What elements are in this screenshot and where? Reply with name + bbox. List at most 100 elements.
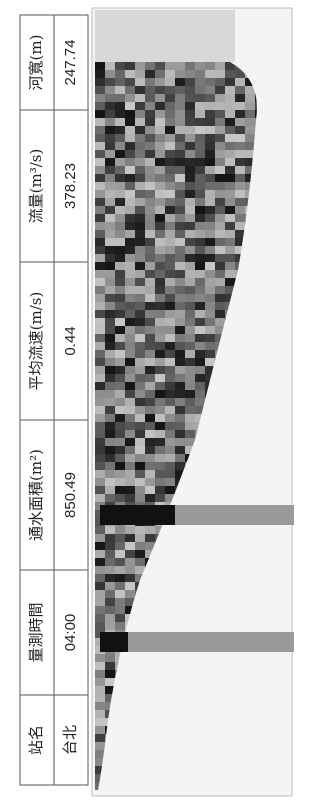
mosaic-cell bbox=[115, 574, 125, 582]
mosaic-cell bbox=[95, 686, 105, 694]
mosaic-cell bbox=[95, 670, 105, 678]
mosaic-cell bbox=[125, 430, 135, 438]
header-cell: 站名 bbox=[27, 725, 45, 755]
mosaic-cell bbox=[245, 118, 255, 126]
mosaic-cell bbox=[145, 406, 155, 414]
mosaic-cell bbox=[115, 302, 125, 310]
mosaic-cell bbox=[165, 278, 175, 286]
mosaic-cell bbox=[235, 118, 245, 126]
mosaic-cell bbox=[95, 278, 105, 286]
mosaic-cell bbox=[175, 334, 185, 342]
mosaic-cell bbox=[205, 78, 215, 86]
mosaic-cell bbox=[145, 390, 155, 398]
mosaic-cell bbox=[95, 574, 105, 582]
mosaic-cell bbox=[115, 166, 125, 174]
mosaic-cell bbox=[125, 78, 135, 86]
mosaic-cell bbox=[105, 374, 115, 382]
mosaic-cell bbox=[105, 150, 115, 158]
mosaic-cell bbox=[165, 78, 175, 86]
mosaic-cell bbox=[165, 86, 175, 94]
mosaic-cell bbox=[95, 262, 105, 270]
mosaic-cell bbox=[245, 110, 255, 118]
mosaic-cell bbox=[175, 78, 185, 86]
mosaic-cell bbox=[145, 278, 155, 286]
mosaic-cell bbox=[125, 166, 135, 174]
mosaic-cell bbox=[125, 182, 135, 190]
mosaic-cell bbox=[115, 238, 125, 246]
mosaic-cell bbox=[135, 214, 145, 222]
mosaic-cell bbox=[215, 78, 225, 86]
mosaic-cell bbox=[235, 222, 245, 230]
mosaic-cell bbox=[145, 334, 155, 342]
mosaic-cell bbox=[145, 126, 155, 134]
mosaic-cell bbox=[105, 542, 115, 550]
mosaic-cell bbox=[185, 254, 195, 262]
mosaic-cell bbox=[175, 142, 185, 150]
mosaic-cell bbox=[215, 118, 225, 126]
mosaic-cell bbox=[145, 206, 155, 214]
mosaic-cell bbox=[105, 214, 115, 222]
mosaic-cell bbox=[225, 230, 235, 238]
mosaic-cell bbox=[115, 230, 125, 238]
mosaic-cell bbox=[95, 342, 105, 350]
mosaic-cell bbox=[225, 278, 235, 286]
mosaic-cell bbox=[215, 222, 225, 230]
mosaic-cell bbox=[95, 582, 105, 590]
mosaic-cell bbox=[105, 614, 115, 622]
mosaic-cell bbox=[165, 142, 175, 150]
mosaic-cell bbox=[115, 590, 125, 598]
mosaic-cell bbox=[165, 342, 175, 350]
mosaic-cell bbox=[95, 622, 105, 630]
mosaic-cell bbox=[195, 182, 205, 190]
mosaic-cell bbox=[135, 254, 145, 262]
mosaic-cell bbox=[95, 598, 105, 606]
mosaic-cell bbox=[185, 206, 195, 214]
mosaic-cell bbox=[165, 462, 175, 470]
mosaic-cell bbox=[195, 86, 205, 94]
mosaic-cell bbox=[95, 694, 105, 702]
mosaic-cell bbox=[125, 302, 135, 310]
mosaic-cell bbox=[205, 310, 215, 318]
mosaic-cell bbox=[125, 358, 135, 366]
mosaic-cell bbox=[165, 222, 175, 230]
mosaic-cell bbox=[195, 118, 205, 126]
mosaic-cell bbox=[135, 222, 145, 230]
mosaic-cell bbox=[145, 422, 155, 430]
mosaic-cell bbox=[185, 70, 195, 78]
mosaic-cell bbox=[135, 486, 145, 494]
mosaic-cell bbox=[95, 734, 105, 742]
mosaic-cell bbox=[235, 78, 245, 86]
mosaic-cell bbox=[155, 462, 165, 470]
mosaic-cell bbox=[105, 526, 115, 534]
mosaic-cell bbox=[125, 462, 135, 470]
mosaic-cell bbox=[175, 382, 185, 390]
mosaic-cell bbox=[105, 366, 115, 374]
mosaic-cell bbox=[225, 190, 235, 198]
mosaic-cell bbox=[185, 286, 195, 294]
mosaic-cell bbox=[125, 390, 135, 398]
mosaic-cell bbox=[135, 366, 145, 374]
mosaic-cell bbox=[135, 166, 145, 174]
mosaic-cell bbox=[115, 294, 125, 302]
mosaic-cell bbox=[215, 110, 225, 118]
mosaic-cell bbox=[115, 526, 125, 534]
mosaic-cell bbox=[155, 222, 165, 230]
mosaic-cell bbox=[135, 550, 145, 558]
mosaic-cell bbox=[155, 438, 165, 446]
mosaic-cell bbox=[165, 406, 175, 414]
mosaic-cell bbox=[125, 110, 135, 118]
mosaic-cell bbox=[185, 310, 195, 318]
mosaic-cell bbox=[225, 246, 235, 254]
mosaic-cell bbox=[215, 310, 225, 318]
mosaic-cell bbox=[145, 526, 155, 534]
mosaic-cell bbox=[95, 222, 105, 230]
mosaic-cell bbox=[195, 286, 205, 294]
mosaic-cell bbox=[105, 678, 115, 686]
mosaic-cell bbox=[165, 230, 175, 238]
mosaic-cell bbox=[135, 78, 145, 86]
mosaic-cell bbox=[155, 310, 165, 318]
mosaic-cell bbox=[145, 358, 155, 366]
mosaic-cell bbox=[155, 150, 165, 158]
mosaic-cell bbox=[95, 374, 105, 382]
mosaic-cell bbox=[185, 302, 195, 310]
